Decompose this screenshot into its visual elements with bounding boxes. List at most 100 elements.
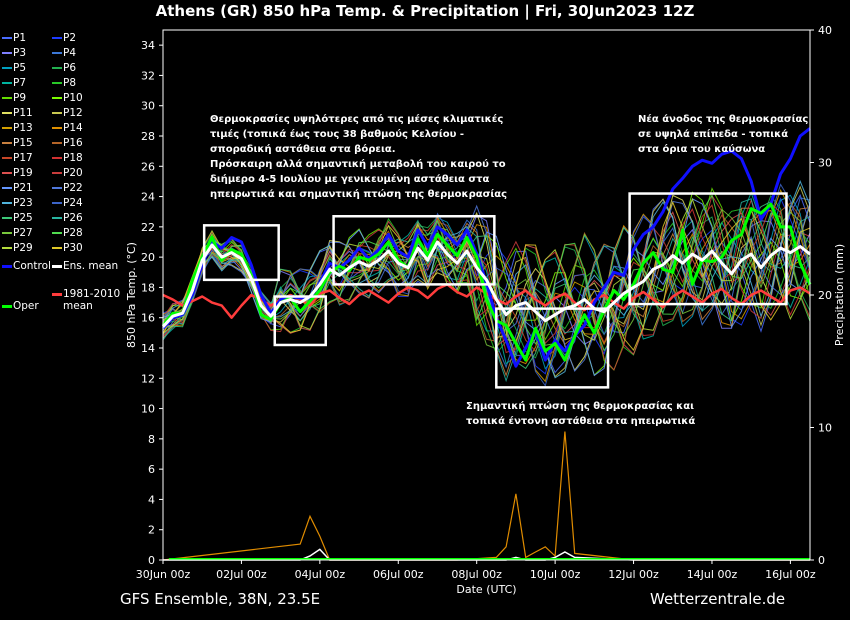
annotation-left-line: διήμερο 4-5 Ιουλίου με γενικευμένη αστάθ… [210, 174, 490, 185]
precip-mean-line [163, 548, 810, 561]
legend-swatch [52, 97, 62, 99]
y2-tick-label: 10 [818, 422, 832, 435]
y-tick-label: 0 [148, 554, 155, 567]
legend-item-p13: P13 [2, 122, 33, 134]
legend-swatch [52, 142, 62, 144]
annotation-left-line: Θερμοκρασίες υψηλότερες από τις μέσες κλ… [210, 114, 504, 125]
y-tick-label: 2 [148, 524, 155, 537]
legend-swatch [2, 232, 12, 234]
highlight-box-3 [332, 215, 496, 286]
legend-label-ens-mean: Ens. mean [63, 260, 119, 272]
y2-tick-label: 30 [818, 157, 832, 170]
legend-label: P29 [13, 242, 33, 254]
legend-swatch [2, 52, 12, 54]
legend-label: P12 [63, 107, 83, 119]
legend-item-p5: P5 [2, 62, 26, 74]
annotation-left-line: σποραδική αστάθεια στα βόρεια. [210, 144, 396, 155]
legend-label: P28 [63, 227, 83, 239]
y-tick-label: 22 [141, 221, 155, 234]
legend-item-p10: P10 [52, 92, 83, 104]
legend-swatch [52, 247, 62, 249]
y-tick-label: 4 [148, 493, 155, 506]
y-tick-label: 26 [141, 160, 155, 173]
legend-swatch [2, 217, 12, 219]
legend-item-p29: P29 [2, 242, 33, 254]
legend-swatch [52, 172, 62, 174]
legend-swatch [2, 202, 12, 204]
legend-item-p14: P14 [52, 122, 83, 134]
y-tick-label: 28 [141, 130, 155, 143]
main-series-lines [161, 127, 812, 560]
legend-swatch [52, 232, 62, 234]
legend-swatch [52, 202, 62, 204]
legend-swatch [52, 82, 62, 84]
y-tick-label: 30 [141, 100, 155, 113]
legend-label: P25 [13, 212, 33, 224]
member-line-p20 [162, 194, 811, 371]
legend-label-climate-mean-2: mean [63, 300, 93, 312]
legend-label: P4 [63, 47, 77, 59]
legend-item-p30: P30 [52, 242, 83, 254]
y2-tick-label: 20 [818, 289, 832, 302]
legend-label: P11 [13, 107, 33, 119]
legend-swatch [2, 82, 12, 84]
precip-max-line [162, 431, 810, 561]
legend-swatch-ens-mean [52, 264, 62, 268]
y-tick-label: 32 [141, 69, 155, 82]
y-tick-label: 8 [148, 433, 155, 446]
legend-swatch [52, 67, 62, 69]
annotation-right-line: σε υψηλά επίπεδα - τοπικά [638, 129, 789, 140]
legend-label: P5 [13, 62, 27, 74]
y-tick-label: 16 [141, 312, 155, 325]
legend-item-p17: P17 [2, 152, 33, 164]
legend-label: P24 [63, 197, 83, 209]
legend-label: P14 [63, 122, 83, 134]
annotation-bottom-line: τοπικά έντονη αστάθεια στα ηπειρωτικά [466, 416, 696, 427]
legend-swatch [2, 157, 12, 159]
legend-item-p19: P19 [2, 167, 33, 179]
legend-swatch [2, 127, 12, 129]
y-tick-label: 14 [141, 342, 155, 355]
legend-item-p16: P16 [52, 137, 83, 149]
annotation-right-line: στα όρια του καύσωνα [638, 144, 766, 155]
legend-label: P6 [63, 62, 77, 74]
legend-label: P17 [13, 152, 33, 164]
x-tick-label: 12Jul 00z [608, 568, 659, 581]
legend-swatch [52, 52, 62, 54]
legend-item-p24: P24 [52, 197, 83, 209]
legend-swatch [52, 112, 62, 114]
annotation-left: Θερμοκρασίες υψηλότερες από τις μέσες κλ… [210, 112, 507, 202]
legend-item-p7: P7 [2, 77, 26, 89]
annotation-right-line: Νέα άνοδος της θερμοκρασίας [638, 114, 809, 125]
legend-swatch [52, 37, 62, 39]
legend-item-p26: P26 [52, 212, 83, 224]
legend-item-p20: P20 [52, 167, 83, 179]
legend-item-p21: P21 [2, 182, 33, 194]
legend-label: P19 [13, 167, 33, 179]
legend-item-oper: Oper [2, 300, 39, 312]
x-tick-label: 06Jul 00z [373, 568, 424, 581]
legend-swatch [2, 247, 12, 249]
legend-label: P20 [63, 167, 83, 179]
legend-label: P18 [63, 152, 83, 164]
y2-axis-label: Precipitation (mm) [833, 244, 846, 346]
legend-item-p22: P22 [52, 182, 83, 194]
x-tick-label: 14Jul 00z [687, 568, 738, 581]
legend-swatch-control [2, 264, 12, 268]
legend-swatch [2, 37, 12, 39]
legend-label: P16 [63, 137, 83, 149]
highlight-box-2 [273, 295, 327, 347]
legend-label: P26 [63, 212, 83, 224]
y2-tick-label: 0 [818, 554, 825, 567]
legend-label-oper: Oper [13, 300, 39, 312]
legend-item-control: Control [2, 260, 51, 272]
member-line-p25 [162, 201, 811, 370]
legend-item-p6: P6 [52, 62, 76, 74]
legend-item-p3: P3 [2, 47, 26, 59]
x-tick-label: 08Jul 00z [451, 568, 502, 581]
legend-swatch [2, 112, 12, 114]
x-tick-label: 10Jul 00z [530, 568, 581, 581]
model-info: GFS Ensemble, 38N, 23.5E [120, 590, 321, 608]
y2-tick-label: 40 [818, 24, 832, 37]
y-tick-label: 20 [141, 251, 155, 264]
